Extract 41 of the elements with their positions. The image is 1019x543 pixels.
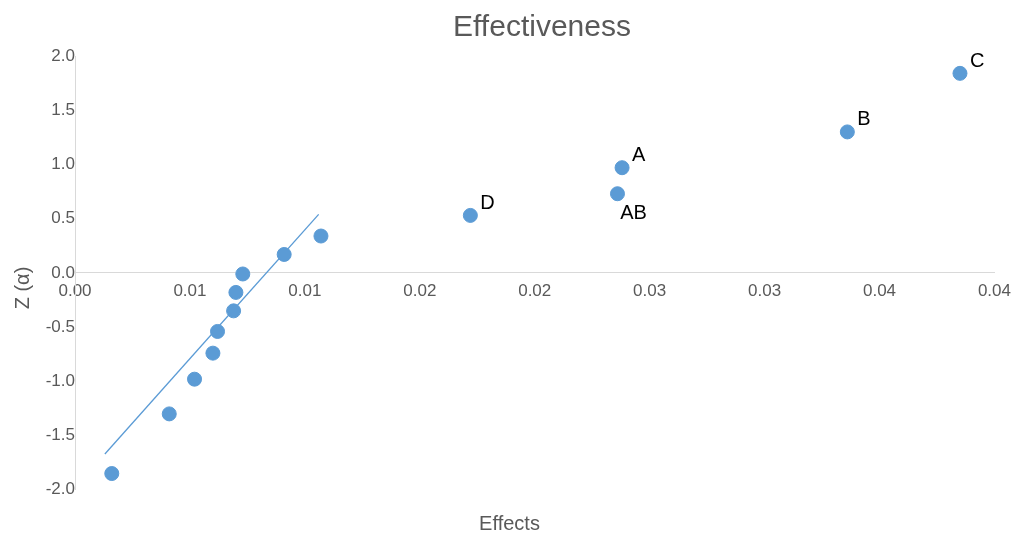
y-tick-label: -1.5: [45, 425, 75, 445]
annotation: B: [857, 107, 871, 130]
annotation: A: [632, 143, 647, 166]
x-tick-label: 0.03: [748, 280, 782, 300]
point: [313, 228, 329, 244]
y-tick-label: -1.0: [45, 371, 75, 391]
x-axis-title: Effects: [478, 512, 541, 535]
point: [104, 466, 120, 482]
point: [226, 303, 242, 319]
x-tick-label: 0.04: [977, 280, 1011, 300]
x-tick-label: 0.03: [633, 280, 667, 300]
y-tick-label: 1.5: [51, 99, 75, 119]
annotation: C: [969, 48, 985, 71]
point: [187, 371, 203, 387]
point: [952, 65, 968, 81]
y-tick-label: -0.5: [45, 316, 75, 336]
x-tick-label: 0.04: [862, 280, 897, 300]
point: [210, 323, 226, 339]
point: [614, 160, 630, 176]
y-tick-label: 0.5: [51, 208, 75, 228]
point: [276, 246, 292, 262]
point: [235, 266, 251, 282]
y-tick-label: 0.0: [51, 262, 75, 282]
point: [462, 207, 478, 223]
chart-title: Effectiveness: [453, 9, 631, 43]
y-tick-label: 1.0: [51, 154, 75, 174]
point: [839, 124, 855, 140]
x-tick-label: 0.01: [288, 280, 322, 300]
y-tick-label: 2.0: [51, 45, 75, 65]
annotation: D: [480, 190, 495, 213]
point: [228, 284, 244, 300]
y-tick-label: -2.0: [45, 479, 75, 499]
x-tick-label: 0.02: [518, 280, 552, 300]
point: [609, 186, 625, 202]
point: [205, 345, 221, 361]
point: [161, 406, 177, 422]
y-axis-title: Z (α): [11, 265, 33, 312]
x-tick-label: 0.00: [58, 280, 92, 300]
x-tick-label: 0.02: [403, 280, 437, 300]
annotation: AB: [620, 201, 647, 224]
x-tick-label: 0.01: [173, 280, 207, 300]
